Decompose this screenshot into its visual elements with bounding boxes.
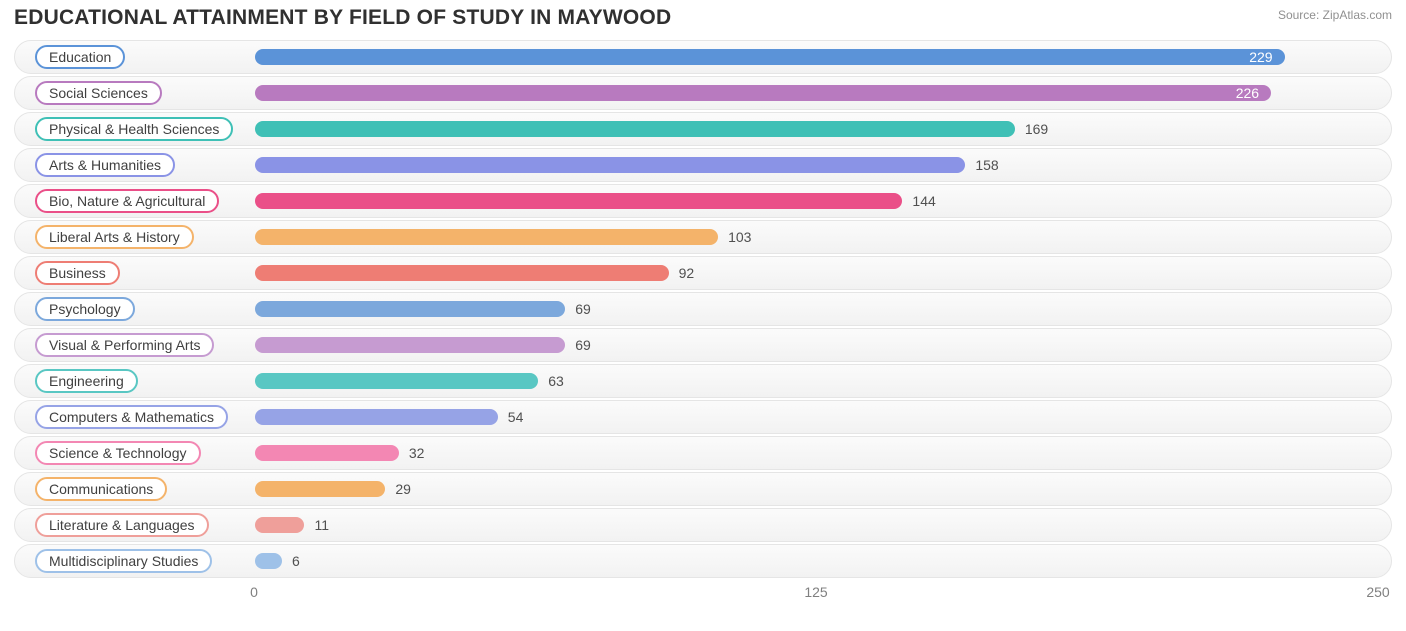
- value-label: 32: [409, 445, 425, 461]
- bar-wrap: 6: [255, 553, 300, 569]
- category-chip: Literature & Languages: [35, 513, 209, 537]
- bar-row: 11 Literature & Languages: [14, 508, 1392, 542]
- bar: [255, 409, 498, 425]
- value-label: 11: [314, 517, 329, 533]
- bar-wrap: 54: [255, 409, 523, 425]
- bar-wrap: 158: [255, 157, 999, 173]
- bar-row: 144 Bio, Nature & Agricultural: [14, 184, 1392, 218]
- value-label: 226: [1236, 85, 1259, 101]
- bar-row: 69 Psychology: [14, 292, 1392, 326]
- bar: [255, 517, 304, 533]
- chart-body: 229 Education 226 Social Sciences 169 Physica…: [0, 34, 1406, 614]
- value-label: 158: [975, 157, 998, 173]
- category-chip: Liberal Arts & History: [35, 225, 194, 249]
- axis-tick: 125: [804, 584, 827, 600]
- bar-wrap: 63: [255, 373, 564, 389]
- bar: [255, 121, 1015, 137]
- chart-source: Source: ZipAtlas.com: [1278, 6, 1392, 22]
- bar-row: 29 Communications: [14, 472, 1392, 506]
- bar: [255, 193, 902, 209]
- value-label: 69: [575, 337, 591, 353]
- bar-wrap: 92: [255, 265, 694, 281]
- category-chip: Education: [35, 45, 125, 69]
- value-label: 29: [395, 481, 411, 497]
- value-label: 69: [575, 301, 591, 317]
- bar-wrap: 69: [255, 337, 591, 353]
- bar-row: 54 Computers & Mathematics: [14, 400, 1392, 434]
- bar-row: 103 Liberal Arts & History: [14, 220, 1392, 254]
- value-label: 63: [548, 373, 564, 389]
- bar-row: 32 Science & Technology: [14, 436, 1392, 470]
- bar-wrap: 144: [255, 193, 936, 209]
- value-label: 6: [292, 553, 300, 569]
- bar-wrap: 169: [255, 121, 1048, 137]
- bar-row: 92 Business: [14, 256, 1392, 290]
- bar: [255, 337, 565, 353]
- category-chip: Engineering: [35, 369, 138, 393]
- bar: [255, 445, 399, 461]
- bar-wrap: 11: [255, 517, 329, 533]
- bar: [255, 157, 965, 173]
- bar-row: 226 Social Sciences: [14, 76, 1392, 110]
- bar: [255, 301, 565, 317]
- value-label: 169: [1025, 121, 1048, 137]
- category-chip: Bio, Nature & Agricultural: [35, 189, 219, 213]
- chart-rows: 229 Education 226 Social Sciences 169 Physica…: [14, 40, 1392, 578]
- bar-wrap: 32: [255, 445, 424, 461]
- axis-tick: 0: [250, 584, 258, 600]
- bar-wrap: 69: [255, 301, 591, 317]
- bar: [255, 373, 538, 389]
- bar-wrap: 29: [255, 481, 411, 497]
- bar: 229: [255, 49, 1285, 65]
- category-chip: Physical & Health Sciences: [35, 117, 233, 141]
- bar-row: 63 Engineering: [14, 364, 1392, 398]
- bar-wrap: 226: [255, 85, 1271, 101]
- bar: [255, 553, 282, 569]
- category-chip: Psychology: [35, 297, 135, 321]
- bar: [255, 481, 385, 497]
- category-chip: Visual & Performing Arts: [35, 333, 214, 357]
- bar: [255, 265, 669, 281]
- chart-title: EDUCATIONAL ATTAINMENT BY FIELD OF STUDY…: [14, 6, 671, 30]
- bar-row: 158 Arts & Humanities: [14, 148, 1392, 182]
- category-chip: Multidisciplinary Studies: [35, 549, 212, 573]
- bar-row: 69 Visual & Performing Arts: [14, 328, 1392, 362]
- bar: 226: [255, 85, 1271, 101]
- bar-row: 6 Multidisciplinary Studies: [14, 544, 1392, 578]
- x-axis: 0 125 250: [14, 584, 1392, 614]
- value-label: 103: [728, 229, 751, 245]
- value-label: 54: [508, 409, 524, 425]
- category-chip: Computers & Mathematics: [35, 405, 228, 429]
- value-label: 92: [679, 265, 695, 281]
- bar-row: 169 Physical & Health Sciences: [14, 112, 1392, 146]
- category-chip: Social Sciences: [35, 81, 162, 105]
- bar-row: 229 Education: [14, 40, 1392, 74]
- value-label: 229: [1249, 49, 1272, 65]
- category-chip: Business: [35, 261, 120, 285]
- category-chip: Communications: [35, 477, 167, 501]
- value-label: 144: [912, 193, 935, 209]
- bar-wrap: 103: [255, 229, 751, 245]
- category-chip: Science & Technology: [35, 441, 201, 465]
- category-chip: Arts & Humanities: [35, 153, 175, 177]
- bar: [255, 229, 718, 245]
- axis-tick: 250: [1366, 584, 1389, 600]
- bar-wrap: 229: [255, 49, 1285, 65]
